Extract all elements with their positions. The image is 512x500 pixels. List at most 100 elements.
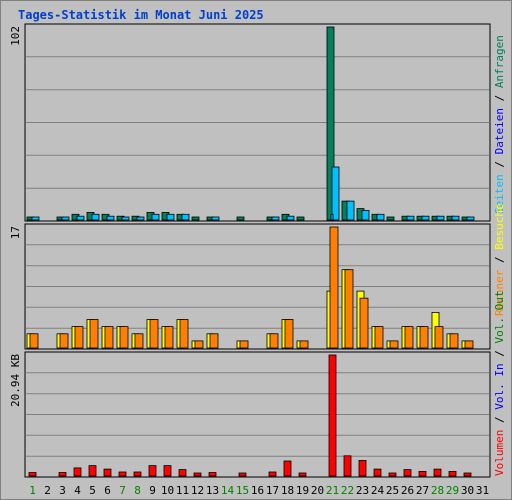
bar-volumen-day-24 [373,468,382,477]
legend-rechner: Rechner [493,269,506,316]
legend-bottom-panel: Volumen / Vol. In / Vol. Out [493,291,506,476]
day-label-14: 14 [221,484,235,497]
legend-vol-in: Vol. In [493,363,506,409]
bar-volumen-day-5 [88,465,97,477]
day-label-9: 9 [149,484,156,497]
day-label-18: 18 [281,484,294,497]
day-label-26: 26 [401,484,414,497]
legend-separator: / [493,154,506,174]
bar-volumen-day-15 [238,472,247,477]
bar-dateien-day-1 [31,216,40,221]
day-label-17: 17 [266,484,279,497]
bar-volumen-day-6 [103,468,112,477]
bar-rechner-day-12 [194,340,204,349]
bar-dateien-day-24 [376,213,385,221]
bar-dateien-day-9 [151,213,160,221]
bar-volumen-day-10 [163,465,172,477]
bar-rechner-day-6 [104,326,114,349]
bar-volumen-day-19 [298,472,307,477]
panel-top-tick-label: 102 [9,26,22,46]
bar-rechner-day-11 [179,319,189,349]
bar-volumen-day-28 [433,468,442,477]
bar-rechner-day-13 [209,333,219,349]
legend-seiten: Seiten [493,174,506,214]
day-label-10: 10 [161,484,174,497]
bar-anfragen-day-19 [296,216,305,221]
bar-dateien-day-4 [76,215,85,221]
legend-anfragen: Anfragen [493,35,506,88]
bar-rechner-day-15 [239,340,249,349]
legend-besuche: Besuche [493,203,506,249]
bar-volumen-day-7 [118,471,127,477]
day-label-5: 5 [89,484,96,497]
panel-bottom-tick-label: 20.94 KB [9,354,22,407]
bar-rechner-day-5 [89,319,99,349]
bar-volumen-day-9 [148,465,157,477]
bar-volumen-day-8 [133,471,142,477]
bar-volumen-day-11 [178,469,187,477]
bar-volumen-day-18 [283,460,292,477]
bar-rechner-day-25 [389,340,399,349]
bar-dateien-day-3 [61,216,70,221]
bar-dateien-day-23 [361,210,370,221]
bar-dateien-day-28 [436,215,445,221]
bar-volumen-day-26 [403,469,412,477]
bar-rechner-day-30 [464,340,474,349]
panel-middle: 17 [9,223,491,350]
bar-rechner-day-4 [74,326,84,349]
bar-dateien-day-30 [466,216,475,221]
bar-volumen-day-3 [58,472,67,477]
bar-dateien-day-11 [181,213,190,221]
x-axis-day-labels: 1 2 3 4 5 6 7 8 9 10 11 12 13 14 15 16 17 18 19 20 21 22 23 24 2… [29,484,489,497]
bar-dateien-day-26 [406,215,415,221]
legend-volumen: Volumen [493,430,506,476]
bar-rechner-day-28 [434,326,444,349]
bar-dateien-day-27 [421,215,430,221]
bar-volumen-day-22 [343,455,352,477]
bar-dateien-day-8 [136,216,145,221]
bar-rechner-day-24 [374,326,384,349]
day-label-21: 21 [326,484,339,497]
bar-rechner-day-1 [29,333,39,349]
day-label-20: 20 [311,484,324,497]
bar-rechner-day-18 [284,319,294,349]
side-legends: Seiten / Dateien / Anfragen Rechner / Bes… [493,35,506,476]
bar-rechner-day-26 [404,326,414,349]
panel-bottom: 20.94 KB [9,351,491,478]
bar-dateien-day-29 [451,215,460,221]
bar-rechner-day-7 [119,326,129,349]
bar-rechner-day-8 [134,333,144,349]
day-label-22: 22 [341,484,354,497]
legend-middle-panel: Rechner / Besuche [493,203,506,316]
chart-title: Tages-Statistik im Monat Juni 2025 [18,8,264,22]
legend-dateien: Dateien [493,108,506,154]
bar-volumen-day-17 [268,471,277,477]
panel-top: 102 [9,23,491,222]
bar-volumen-day-27 [418,470,427,477]
day-label-24: 24 [371,484,385,497]
legend-separator: / [493,88,506,108]
bar-volumen-day-29 [448,470,457,477]
bar-rechner-day-17 [269,333,279,349]
bar-rechner-day-23 [359,297,369,349]
bar-volumen-day-13 [208,472,217,477]
day-label-2: 2 [44,484,51,497]
day-label-6: 6 [104,484,111,497]
bar-dateien-day-10 [166,213,175,221]
day-label-23: 23 [356,484,369,497]
day-label-19: 19 [296,484,309,497]
bar-rechner-day-27 [419,326,429,349]
bar-anfragen-day-21 [326,26,335,221]
bar-volumen-day-1 [28,472,37,477]
day-label-13: 13 [206,484,219,497]
bar-rechner-day-9 [149,319,159,349]
bar-volumen-day-30 [463,472,472,477]
bar-dateien-day-17 [271,216,280,221]
day-label-15: 15 [236,484,249,497]
bar-rechner-day-3 [59,333,69,349]
bar-dateien-day-18 [286,215,295,221]
day-label-29: 29 [446,484,459,497]
bar-dateien-day-6 [106,215,115,221]
